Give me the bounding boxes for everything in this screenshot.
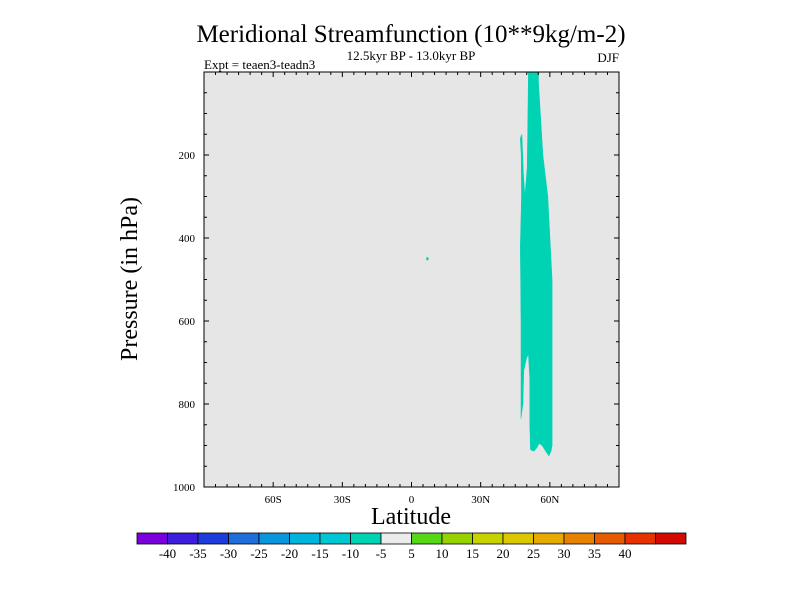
y-tick-label: 1000 (173, 482, 196, 494)
y-tick-label: 800 (179, 399, 196, 411)
colorbar-swatch (167, 532, 199, 545)
colorbar-label: 15 (466, 546, 479, 561)
colorbar-label: -30 (220, 546, 237, 561)
y-axis-label: Pressure (in hPa) (117, 197, 143, 361)
colorbar-label: -25 (250, 546, 267, 561)
contour-fills (426, 71, 553, 457)
colorbar-swatch (258, 532, 290, 545)
colorbar-swatch (563, 532, 595, 545)
small-speck (426, 257, 429, 261)
colorbar-swatch (411, 532, 443, 545)
chart-title: Meridional Streamfunction (10**9kg/m-2) (196, 21, 625, 48)
x-tick-label: 60S (265, 494, 282, 506)
colorbar-label: -35 (189, 546, 206, 561)
colorbar-label: -10 (342, 546, 359, 561)
x-tick-label: 60N (540, 494, 559, 506)
colorbar-label: 30 (558, 546, 571, 561)
y-tick-label: 200 (179, 150, 196, 162)
plot-area (204, 72, 619, 487)
colorbar-label: 10 (436, 546, 449, 561)
colorbar-label: 25 (527, 546, 540, 561)
colorbar-swatch (380, 532, 412, 545)
x-tick-label: 30S (334, 494, 351, 506)
streamfunction-negative-cell (520, 71, 553, 457)
season-label: DJF (597, 50, 619, 65)
x-tick-label: 0 (409, 494, 415, 506)
colorbar-swatch (319, 532, 351, 545)
colorbar-label: -20 (281, 546, 298, 561)
x-tick-label: 30N (471, 494, 490, 506)
colorbar-swatch (594, 532, 626, 545)
colorbar-swatch (655, 532, 687, 545)
y-tick-label: 600 (179, 316, 196, 328)
colorbar-swatch (350, 532, 382, 545)
experiment-label: Expt = teaen3-teadn3 (204, 57, 315, 72)
y-tick-label: 400 (179, 233, 196, 245)
colorbar-swatch (533, 532, 565, 545)
colorbar-label: 35 (588, 546, 601, 561)
colorbar-swatch (472, 532, 504, 545)
colorbar-swatch (197, 532, 229, 545)
chart-subtitle: 12.5kyr BP - 13.0kyr BP (347, 48, 476, 63)
colorbar-label: -40 (159, 546, 176, 561)
colorbar-swatch (624, 532, 656, 545)
colorbar-label: 40 (619, 546, 632, 561)
colorbar-swatch (228, 532, 260, 545)
colorbar-label: 5 (408, 546, 415, 561)
colorbar-swatch (289, 532, 321, 545)
colorbar-label: -5 (376, 546, 387, 561)
colorbar-swatch (441, 532, 473, 545)
colorbar: -40 -35 -30 -25 -20 -15 -10 -5 5 10 15 20 25 30 35 40 (136, 532, 687, 561)
colorbar-swatch (502, 532, 534, 545)
x-axis-label: Latitude (371, 504, 451, 530)
axis-ticks: 60S 30S 0 30N 60N 200 400 600 800 1000 (173, 72, 619, 506)
colorbar-label: -15 (311, 546, 328, 561)
colorbar-swatch (136, 532, 168, 545)
colorbar-label: 20 (497, 546, 510, 561)
